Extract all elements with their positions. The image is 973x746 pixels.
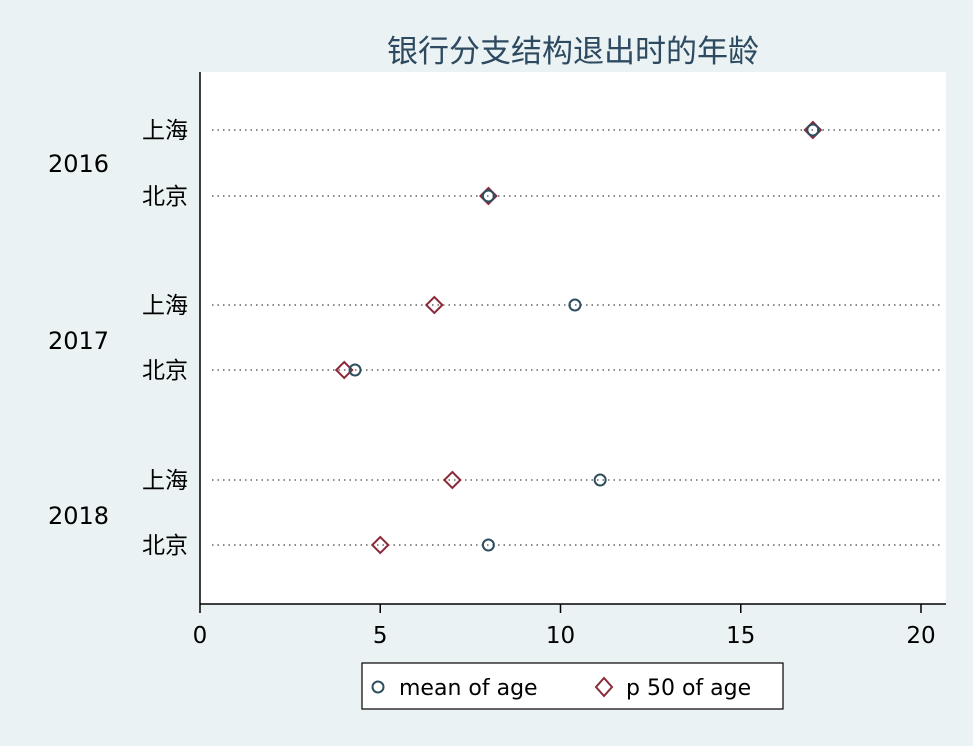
x-tick-label: 0 [193,623,208,649]
x-tick-label: 10 [546,623,575,649]
legend: mean of age p 50 of age [361,662,784,710]
x-tick-label: 5 [373,623,388,649]
plot-area [200,72,946,604]
legend-mean-marker [371,680,385,694]
row-label: 上海 [142,118,188,144]
legend-p50-marker [594,676,614,698]
mean-point [568,298,582,312]
legend-box [361,662,784,710]
x-tick-label: 20 [906,623,935,649]
group-label-2016: 2016 [48,150,109,178]
row-label: 北京 [142,184,188,210]
row-label: 北京 [142,533,188,559]
row-label: 上海 [142,468,188,494]
legend-p50-label: p 50 of age [626,676,751,701]
p50-point [370,535,390,555]
group-label-2017: 2017 [48,327,109,355]
p50-point [442,470,462,490]
group-label-2018: 2018 [48,502,109,530]
mean-point [593,473,607,487]
row-label: 北京 [142,358,188,384]
mean-point [481,189,495,203]
chart-title: 银行分支结构退出时的年龄 [387,34,759,70]
row-label: 上海 [142,293,188,319]
legend-mean-label: mean of age [399,676,538,701]
mean-point [806,123,820,137]
x-tick-label: 15 [726,623,755,649]
mean-point [348,363,362,377]
p50-point [424,295,444,315]
mean-point [481,538,495,552]
